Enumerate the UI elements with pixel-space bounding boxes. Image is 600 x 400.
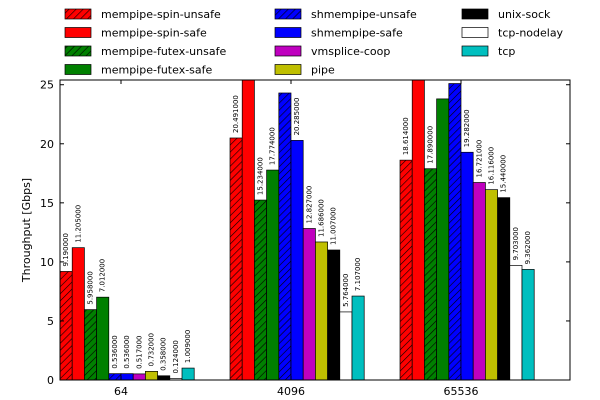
value-label: 0.536000	[123, 335, 131, 368]
value-label: 18.614000	[402, 117, 410, 155]
value-label: 9.703000	[512, 227, 520, 260]
legend-swatch	[274, 64, 302, 75]
value-label: 17.890000	[427, 126, 435, 164]
bar	[266, 169, 280, 380]
x-tick-label: 64	[114, 385, 128, 398]
x-tick-label: 4096	[277, 385, 305, 398]
bar	[339, 311, 353, 380]
bar	[315, 241, 328, 380]
value-label: 5.958000	[87, 271, 95, 304]
bar	[472, 182, 486, 380]
bar	[181, 367, 195, 380]
bar-hatch	[84, 309, 97, 380]
bar-hatch	[278, 92, 291, 380]
bar	[132, 373, 146, 380]
value-label: 11.205000	[74, 205, 82, 243]
bar	[157, 375, 171, 380]
value-label: 0.358000	[160, 337, 168, 370]
y-tick-label: 0	[47, 374, 54, 387]
legend-hatch	[65, 46, 91, 56]
value-label: 5.764000	[342, 274, 350, 307]
value-label: 0.124000	[172, 340, 180, 373]
value-label: 15.440000	[500, 155, 508, 193]
bar	[71, 247, 85, 380]
legend-swatch	[64, 27, 92, 38]
legend-label: tcp	[498, 45, 515, 58]
value-label: 16.116000	[488, 147, 496, 185]
y-tick-label: 25	[40, 79, 54, 92]
bar	[351, 295, 365, 380]
value-label: 11.007000	[330, 207, 338, 245]
x-tick-label: 65536	[444, 385, 479, 398]
bar	[241, 80, 255, 380]
y-tick-label: 20	[40, 138, 54, 151]
bar-hatch	[254, 200, 267, 380]
legend-label: mempipe-spin-safe	[101, 27, 207, 40]
bar	[411, 80, 425, 380]
bar-hatch	[400, 160, 413, 380]
bar-hatch	[230, 137, 243, 380]
legend-swatch	[461, 8, 489, 20]
plot-area: 9.190000 20.491000 18.614000 11.205000 5.958…	[60, 80, 535, 380]
value-label: 7.012000	[99, 259, 107, 292]
bar	[485, 189, 498, 380]
y-axis-label: Throughput [Gbps]	[20, 178, 33, 283]
bar	[96, 296, 110, 380]
value-label: 0.732000	[148, 333, 156, 366]
bar	[120, 373, 134, 380]
y-tick-label: 5	[47, 315, 54, 328]
bar	[509, 265, 523, 380]
plot-frame	[59, 79, 571, 381]
value-label: 0.536000	[111, 335, 119, 368]
legend-swatch	[274, 27, 302, 38]
value-label: 1.009000	[184, 330, 192, 363]
legend-hatch	[275, 9, 301, 19]
value-label: 9.362000	[524, 231, 532, 264]
bar	[145, 371, 158, 380]
legend-swatch	[461, 45, 489, 57]
value-label: 7.107000	[354, 258, 362, 291]
value-label: 9.190000	[62, 233, 70, 266]
bar	[521, 269, 535, 380]
value-label: 0.517000	[135, 335, 143, 368]
bar-hatch	[424, 168, 437, 380]
bar	[436, 98, 450, 380]
y-tick-label: 10	[40, 256, 54, 269]
legend-label: unix-sock	[498, 8, 551, 21]
value-label: 12.827000	[305, 186, 313, 224]
bar	[327, 249, 341, 380]
legend-label: mempipe-futex-unsafe	[101, 45, 226, 58]
legend-label: mempipe-spin-unsafe	[101, 8, 221, 21]
legend-label: shmempipe-unsafe	[311, 8, 417, 21]
legend-swatch	[64, 64, 92, 75]
bar	[290, 140, 304, 380]
bar	[460, 151, 474, 380]
value-label: 15.234000	[257, 157, 265, 195]
legend-swatch	[461, 27, 489, 38]
value-label: 20.285000	[293, 98, 301, 136]
value-label: 20.491000	[232, 95, 240, 133]
bar-hatch	[108, 373, 121, 380]
value-label: 11.686000	[318, 199, 326, 237]
bar-hatch	[448, 83, 461, 380]
legend-label: vmsplice-coop	[311, 45, 390, 58]
legend-label: pipe	[311, 64, 335, 77]
value-label: 16.721000	[475, 140, 483, 178]
bar	[302, 228, 316, 380]
bar-hatch	[60, 271, 73, 380]
value-label: 17.774000	[269, 127, 277, 165]
legend-label: shmempipe-safe	[311, 27, 403, 40]
legend-label: tcp-nodelay	[498, 27, 564, 40]
legend-label: mempipe-futex-safe	[101, 64, 213, 77]
value-label: 19.282000	[463, 109, 471, 147]
legend-hatch	[65, 9, 91, 19]
legend-swatch	[274, 45, 302, 57]
bar	[497, 197, 511, 380]
y-tick-label: 15	[40, 197, 54, 210]
